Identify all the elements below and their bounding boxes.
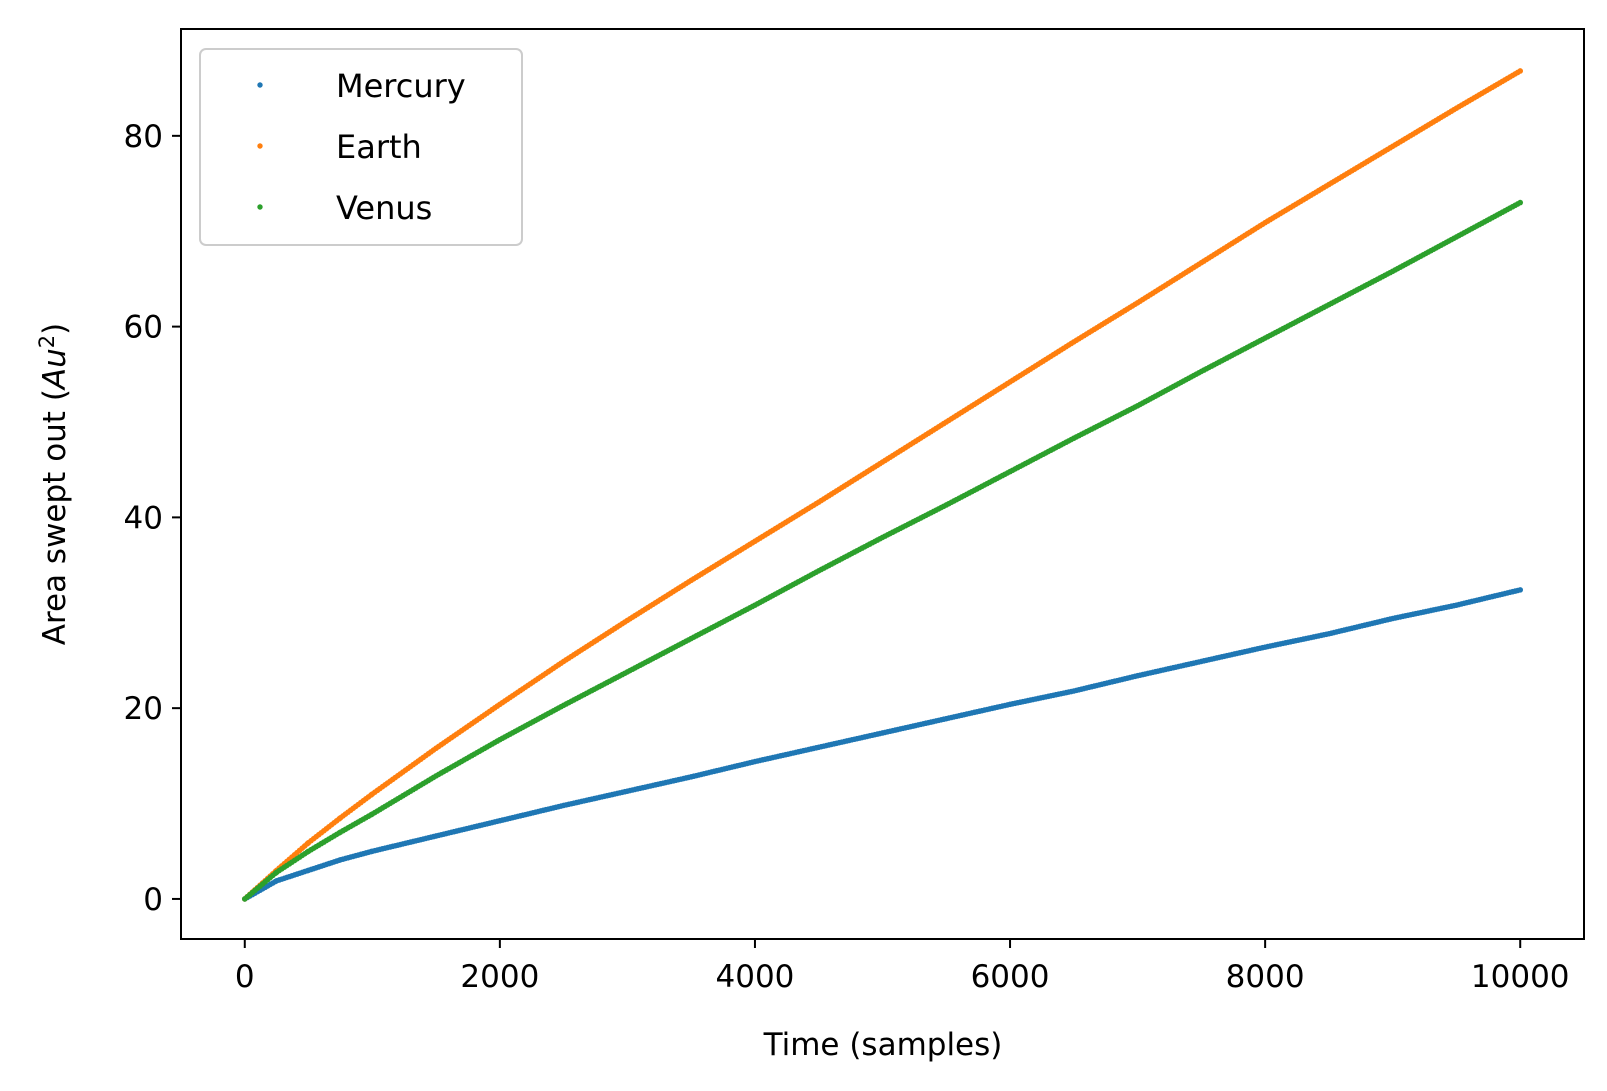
data-point: [1323, 303, 1330, 309]
data-point: [1132, 301, 1138, 308]
data-point: [494, 738, 501, 744]
data-point: [304, 840, 311, 847]
x-axis: 0 2000 4000 6000 8000 10000: [235, 939, 1570, 995]
y-tick-label: 0: [143, 882, 163, 918]
data-point: [1514, 587, 1521, 594]
data-point: [685, 774, 692, 781]
data-point: [622, 619, 628, 625]
data-point: [1387, 616, 1393, 622]
y-axis-label-close: ): [37, 323, 73, 335]
data-point: [430, 747, 437, 753]
data-point: [558, 803, 564, 809]
data-point: [430, 833, 437, 840]
y-tick-label: 40: [124, 500, 163, 536]
series-layer: [241, 68, 1524, 902]
legend-box: [199, 48, 523, 246]
data-point: [1196, 659, 1202, 665]
data-point: [1323, 631, 1330, 638]
data-point: [1068, 688, 1075, 695]
legend-marker-earth: [257, 143, 263, 149]
x-tick-label: 0: [235, 959, 255, 995]
data-point: [749, 603, 756, 610]
data-point: [813, 569, 819, 575]
data-point: [1514, 69, 1521, 76]
data-point: [494, 818, 501, 825]
data-point: [1132, 673, 1138, 680]
data-point: [685, 579, 692, 585]
data-point: [558, 703, 564, 710]
data-point: [749, 539, 756, 546]
data-point: [558, 660, 564, 666]
data-point: [1132, 404, 1138, 410]
data-point: [1259, 644, 1266, 651]
data-point: [1259, 336, 1266, 343]
data-point: [1387, 145, 1393, 151]
legend-marker-venus: [257, 204, 263, 210]
data-point: [430, 774, 437, 781]
data-point: [1004, 380, 1011, 387]
data-point: [1068, 436, 1075, 443]
x-tick-label: 8000: [1226, 959, 1305, 995]
y-axis-label-superscript: 2: [35, 335, 59, 348]
data-point: [1196, 370, 1202, 376]
plot-frame: [180, 28, 1585, 940]
x-tick-label: 2000: [460, 959, 539, 995]
y-axis-label-text: Area swept out (: [37, 389, 73, 645]
data-point: [1514, 201, 1521, 207]
y-axis-label: Area swept out (Au2): [35, 323, 73, 646]
data-point: [1004, 470, 1011, 476]
data-point: [1068, 340, 1075, 347]
y-axis-label-math: Au: [37, 348, 73, 391]
data-point: [877, 460, 883, 467]
y-tick-label: 60: [124, 310, 163, 346]
data-point: [1451, 602, 1457, 609]
legend-label-venus: Venus: [336, 189, 432, 227]
data-point: [336, 816, 342, 822]
series-earth: [241, 68, 1524, 902]
y-tick-label: 80: [124, 119, 163, 155]
legend-label-earth: Earth: [336, 128, 422, 166]
data-point: [622, 670, 628, 677]
data-point: [1387, 269, 1393, 276]
series-mercury: [241, 587, 1524, 902]
data-point: [685, 637, 692, 643]
x-axis-label: Time (samples): [763, 1027, 1003, 1063]
legend: Mercury Earth Venus: [199, 48, 523, 246]
data-point: [1323, 183, 1330, 189]
data-point: [813, 500, 819, 507]
data-point: [813, 745, 819, 751]
data-point: [877, 535, 883, 542]
y-axis: 0 20 40 60 80: [124, 119, 181, 918]
x-tick-label: 6000: [971, 959, 1050, 995]
data-point: [877, 730, 883, 737]
data-point: [940, 503, 947, 510]
legend-label-mercury: Mercury: [336, 67, 466, 105]
data-point: [494, 703, 501, 709]
data-point: [622, 788, 628, 795]
data-point: [749, 759, 756, 765]
data-point: [940, 716, 947, 723]
data-point: [1451, 235, 1457, 242]
legend-marker-mercury: [257, 82, 263, 88]
data-point: [940, 420, 947, 427]
data-point: [1451, 106, 1457, 113]
y-tick-label: 20: [124, 691, 163, 727]
data-point: [1196, 261, 1202, 268]
x-tick-label: 10000: [1471, 959, 1570, 995]
data-point: [1259, 221, 1266, 228]
data-point: [1004, 702, 1011, 708]
series-venus: [241, 199, 1524, 902]
x-tick-label: 4000: [716, 959, 795, 995]
